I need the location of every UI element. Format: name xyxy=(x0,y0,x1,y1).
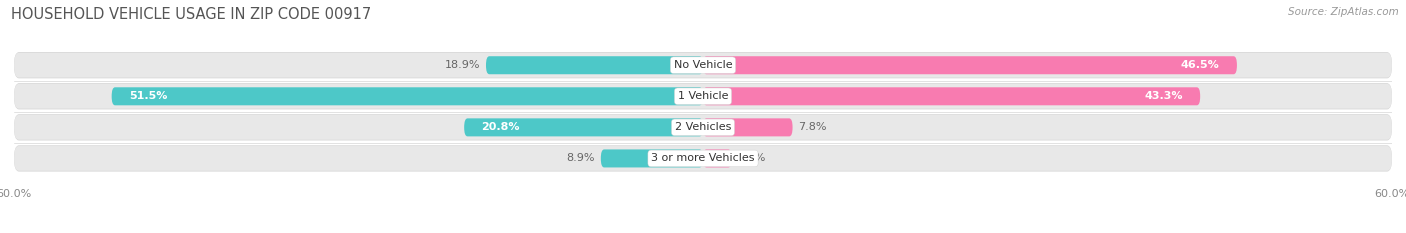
FancyBboxPatch shape xyxy=(14,84,1392,109)
Text: 51.5%: 51.5% xyxy=(129,91,167,101)
Text: Source: ZipAtlas.com: Source: ZipAtlas.com xyxy=(1288,7,1399,17)
Text: 2.5%: 2.5% xyxy=(738,154,766,163)
FancyBboxPatch shape xyxy=(464,118,703,136)
FancyBboxPatch shape xyxy=(703,149,731,168)
FancyBboxPatch shape xyxy=(14,145,1392,171)
Text: 20.8%: 20.8% xyxy=(481,122,520,132)
FancyBboxPatch shape xyxy=(14,83,1392,109)
FancyBboxPatch shape xyxy=(111,87,703,105)
FancyBboxPatch shape xyxy=(14,114,1392,140)
FancyBboxPatch shape xyxy=(486,56,703,74)
FancyBboxPatch shape xyxy=(14,53,1392,78)
Text: 46.5%: 46.5% xyxy=(1181,60,1219,70)
Text: 18.9%: 18.9% xyxy=(444,60,481,70)
Text: 43.3%: 43.3% xyxy=(1144,91,1182,101)
FancyBboxPatch shape xyxy=(14,146,1392,171)
FancyBboxPatch shape xyxy=(14,52,1392,78)
FancyBboxPatch shape xyxy=(14,115,1392,140)
FancyBboxPatch shape xyxy=(703,87,1201,105)
Text: HOUSEHOLD VEHICLE USAGE IN ZIP CODE 00917: HOUSEHOLD VEHICLE USAGE IN ZIP CODE 0091… xyxy=(11,7,371,22)
Text: 1 Vehicle: 1 Vehicle xyxy=(678,91,728,101)
Text: 3 or more Vehicles: 3 or more Vehicles xyxy=(651,154,755,163)
FancyBboxPatch shape xyxy=(600,149,703,168)
FancyBboxPatch shape xyxy=(703,56,1237,74)
Text: No Vehicle: No Vehicle xyxy=(673,60,733,70)
Text: 2 Vehicles: 2 Vehicles xyxy=(675,122,731,132)
FancyBboxPatch shape xyxy=(703,118,793,136)
Text: 7.8%: 7.8% xyxy=(799,122,827,132)
Text: 8.9%: 8.9% xyxy=(567,154,595,163)
